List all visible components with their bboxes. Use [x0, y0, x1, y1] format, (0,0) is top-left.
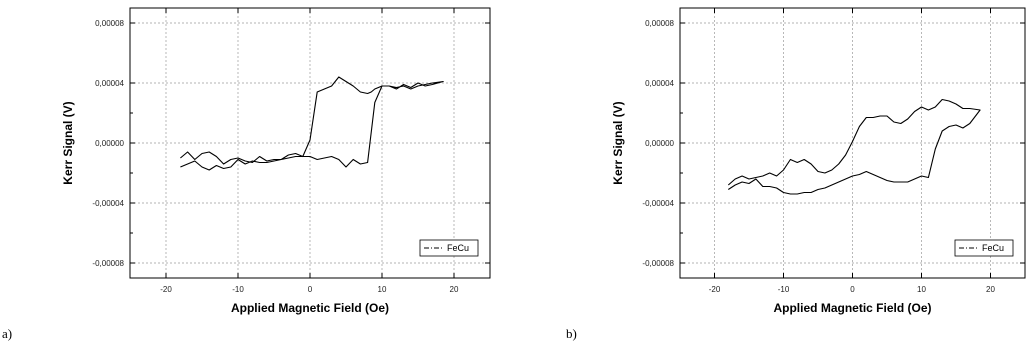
legend-label: FeCu: [447, 243, 469, 253]
x-axis-label: Applied Magnetic Field (Oe): [773, 301, 931, 315]
x-tick-label: -10: [232, 285, 244, 294]
legend-label: FeCu: [982, 243, 1004, 253]
x-tick-label: 0: [308, 285, 313, 294]
x-tick-label: 10: [917, 285, 926, 294]
x-tick-label: 10: [378, 285, 387, 294]
y-tick-label: 0,00000: [95, 139, 124, 148]
y-tick-label: -0,00004: [642, 199, 674, 208]
y-axis-label: Kerr Signal (V): [611, 101, 625, 184]
y-tick-label: 0,00000: [645, 139, 674, 148]
x-tick-label: 20: [986, 285, 995, 294]
x-tick-label: 0: [850, 285, 855, 294]
x-tick-label: -20: [160, 285, 172, 294]
y-tick-label: -0,00008: [92, 259, 124, 268]
panel-label: b): [566, 326, 577, 341]
y-tick-label: -0,00008: [642, 259, 674, 268]
y-tick-label: 0,00004: [645, 79, 674, 88]
chart-panel-1: -20 -10 0 10 20 -0,00008 -0,00004 0,00000 0,0000…: [2, 7, 491, 341]
x-tick-label: 20: [450, 285, 459, 294]
y-axis-label: Kerr Signal (V): [61, 101, 75, 184]
x-axis-label: Applied Magnetic Field (Oe): [231, 301, 389, 315]
y-tick-label: 0,00008: [645, 19, 674, 28]
legend-box: [954, 239, 1014, 257]
legend-box: [419, 239, 479, 257]
chart-panel-2: -20 -10 0 10 20 -0,00008 -0,00004 0,00000 0,0000…: [566, 7, 1026, 341]
x-tick-label: -20: [709, 285, 721, 294]
y-tick-label: 0,00004: [95, 79, 124, 88]
y-tick-label: 0,00008: [95, 19, 124, 28]
x-tick-label: -10: [778, 285, 790, 294]
series-line-fecu: [727, 98, 981, 195]
series-line-fecu: [180, 76, 444, 171]
panel-label: a): [2, 326, 12, 341]
y-tick-label: -0,00004: [92, 199, 124, 208]
